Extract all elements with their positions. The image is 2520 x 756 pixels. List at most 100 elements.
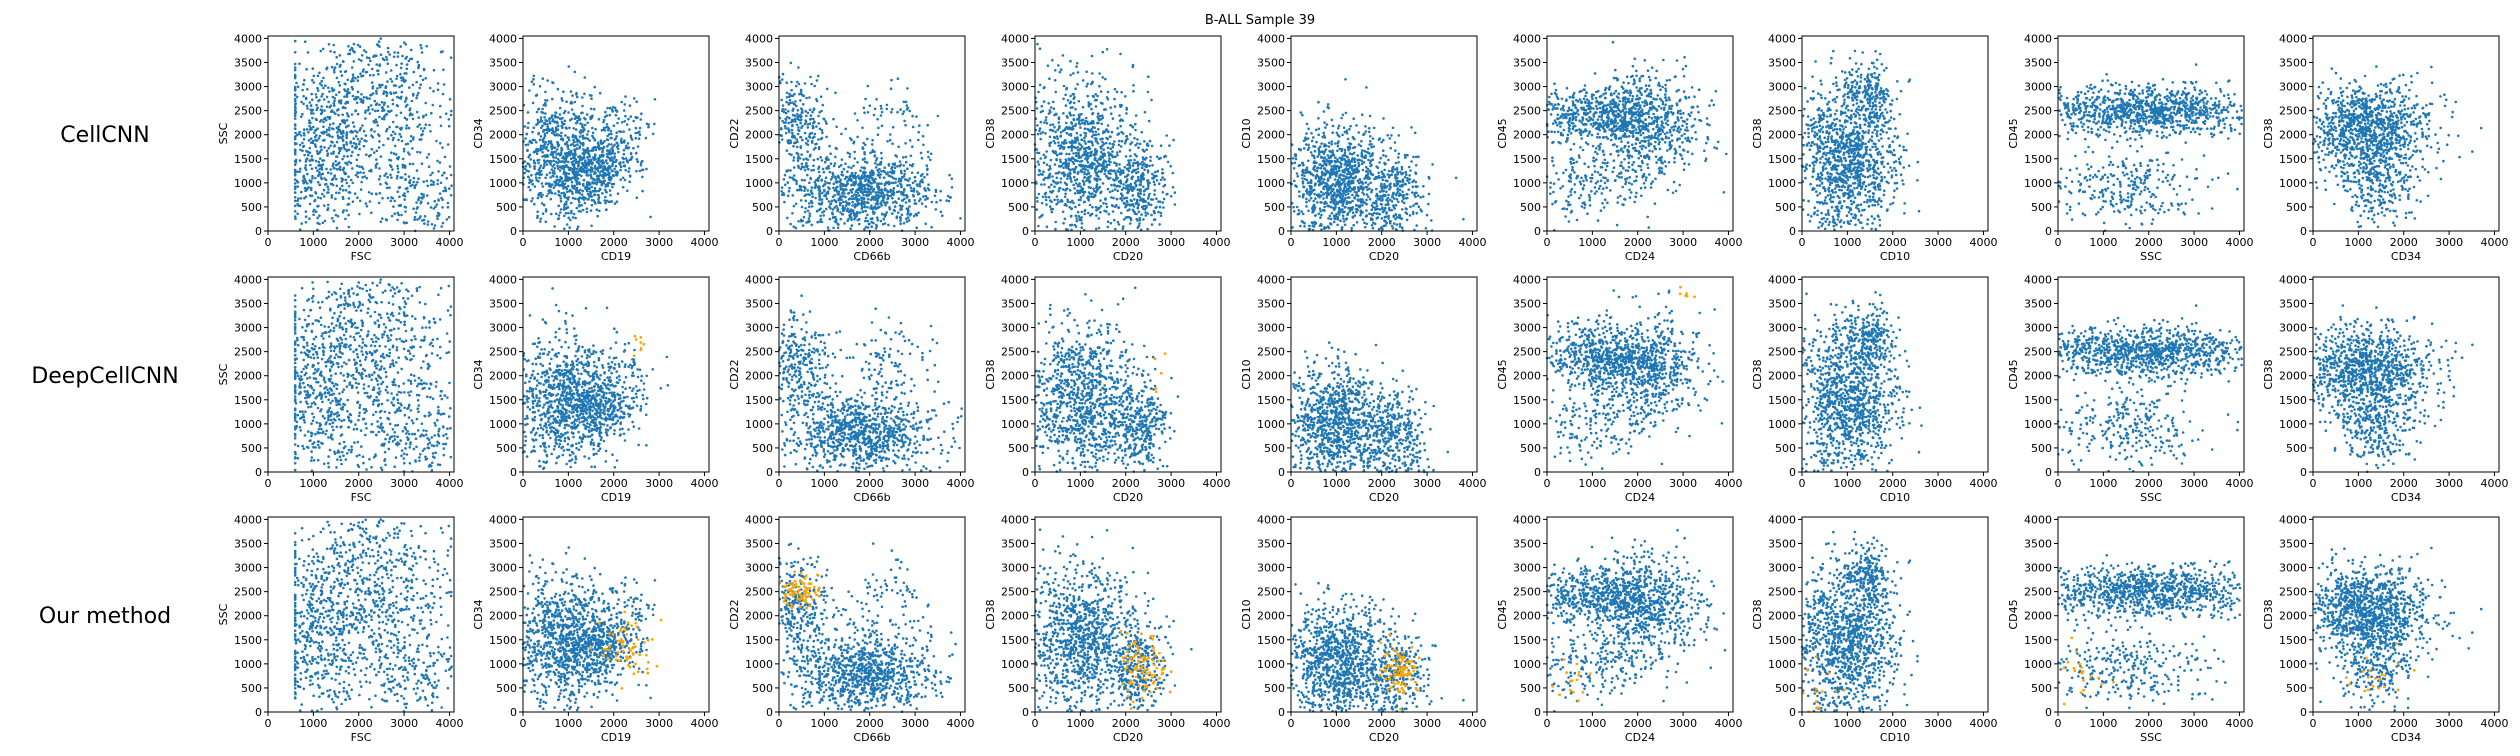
cell-point <box>849 174 853 177</box>
cell-point <box>352 141 356 145</box>
cell-point <box>1131 125 1135 129</box>
cell-point <box>544 160 548 164</box>
cell-point <box>395 74 399 78</box>
cell-point <box>325 130 328 134</box>
cell-point <box>584 185 587 189</box>
cell-point <box>352 42 356 46</box>
cell-point <box>315 103 318 107</box>
cell-point <box>828 217 832 221</box>
cell-point <box>855 194 858 198</box>
cell-point <box>345 125 349 128</box>
cell-point <box>603 129 607 132</box>
cell-point <box>304 215 308 218</box>
y-tick-label: 4000 <box>1001 32 1029 45</box>
cell-point <box>310 167 314 171</box>
cell-point <box>812 107 816 110</box>
cell-point <box>328 123 332 126</box>
cell-point <box>1044 118 1048 122</box>
cell-point <box>1086 211 1090 215</box>
cell-point <box>442 83 446 86</box>
cell-point <box>892 191 896 195</box>
cell-point <box>599 147 603 150</box>
cell-point <box>596 214 599 218</box>
cell-point <box>1144 165 1147 168</box>
cell-point <box>295 179 299 183</box>
cell-point <box>1045 225 1049 228</box>
cell-point <box>361 101 365 104</box>
cell-point <box>627 170 630 173</box>
cell-point <box>541 77 545 80</box>
cell-point <box>354 109 358 112</box>
cell-point <box>333 209 336 212</box>
cell-point <box>854 216 857 219</box>
cell-point <box>400 95 403 99</box>
cell-point <box>426 220 430 223</box>
cell-point <box>638 133 642 136</box>
cell-point <box>430 111 433 115</box>
cell-point <box>440 196 443 200</box>
cell-point <box>1072 152 1075 155</box>
cell-point <box>818 198 822 201</box>
y-tick-label: 3000 <box>1001 81 1029 94</box>
cell-point <box>318 170 321 174</box>
cell-point <box>330 178 334 182</box>
cell-point <box>310 154 314 158</box>
cell-point <box>581 104 584 108</box>
cell-point <box>865 194 868 197</box>
cell-point <box>1081 188 1084 191</box>
cell-point <box>556 122 559 125</box>
cell-point <box>610 132 613 136</box>
cell-point <box>1069 141 1073 145</box>
cell-point <box>903 187 906 191</box>
cell-point <box>857 183 861 186</box>
cell-point <box>526 126 530 129</box>
cell-point <box>891 171 895 175</box>
cell-point <box>1052 100 1055 104</box>
cell-point <box>1105 205 1109 209</box>
cell-point <box>575 137 578 140</box>
cell-point <box>1051 123 1055 126</box>
cell-point <box>598 154 602 157</box>
cell-point <box>294 217 297 220</box>
cell-point <box>852 141 855 145</box>
cell-point <box>799 88 803 92</box>
cell-point <box>1116 220 1120 224</box>
cell-point <box>1038 83 1042 87</box>
cell-point <box>1146 212 1150 215</box>
cell-point <box>1140 130 1143 134</box>
cell-point <box>906 106 910 110</box>
cell-point <box>309 141 313 144</box>
cell-point <box>919 197 922 201</box>
cell-point <box>416 94 419 97</box>
cell-point <box>375 158 378 161</box>
cell-point <box>1036 200 1039 203</box>
cell-point <box>1042 161 1046 164</box>
cell-point <box>314 191 317 194</box>
cell-point <box>629 134 633 137</box>
cell-point <box>1068 171 1072 174</box>
cell-point <box>560 176 564 180</box>
cell-point <box>900 199 904 202</box>
cell-point <box>329 172 333 175</box>
cell-point <box>950 186 954 189</box>
cell-point <box>1110 183 1113 187</box>
cell-point <box>388 125 391 129</box>
cell-point <box>1129 142 1132 146</box>
scatter-panel: 0 1000 2000 3000 400005001000150020002500300… <box>217 32 463 263</box>
cell-point <box>1120 91 1123 94</box>
cell-point <box>624 114 627 118</box>
cell-point <box>908 183 911 187</box>
cell-point <box>867 188 871 191</box>
cell-point <box>634 131 637 135</box>
cell-point <box>1055 113 1058 116</box>
cell-point <box>886 140 889 143</box>
cell-point <box>559 199 563 203</box>
cell-point <box>1038 127 1042 130</box>
cell-point <box>347 213 350 217</box>
cell-point <box>312 81 316 84</box>
cell-point <box>1085 85 1088 88</box>
cell-point <box>606 183 609 187</box>
cell-point <box>391 120 395 124</box>
cell-point <box>1102 148 1105 151</box>
cell-point <box>1139 192 1142 196</box>
